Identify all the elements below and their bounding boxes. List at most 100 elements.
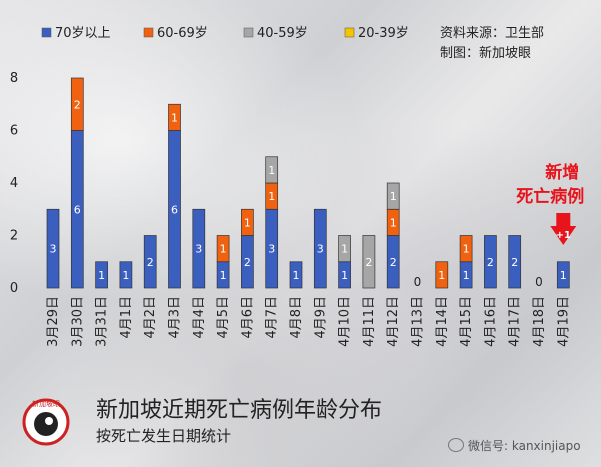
bar-segment (338, 235, 351, 263)
annotation-line1: 新增 (545, 162, 579, 183)
wechat-icon (448, 438, 464, 452)
x-tick-label: 4月2日 (143, 296, 158, 339)
legend-label: 60-69岁 (157, 26, 208, 41)
x-tick-label: 4月8日 (289, 296, 304, 339)
bar-value-label: 1 (268, 164, 275, 177)
bar-segment (313, 208, 327, 289)
bar-segment (95, 261, 108, 289)
x-tick-label: 4月16日 (483, 296, 498, 347)
bar-value-label: 1 (220, 243, 227, 256)
maker-note: 制图：新加坡眼 (440, 45, 531, 61)
bar-value-label: 2 (365, 256, 372, 269)
bar-value-label: 1 (560, 269, 567, 282)
bar-value-label: 2 (74, 98, 81, 111)
wechat-id: 微信号: kanxinjiapo (448, 437, 581, 454)
x-tick-label: 4月3日 (168, 296, 183, 339)
x-tick-label: 4月1日 (119, 296, 134, 339)
bar-value-label: 0 (414, 275, 422, 289)
x-tick-label: 4月5日 (216, 296, 231, 339)
bar-value-label: 1 (341, 269, 348, 282)
bar-value-label: 1 (341, 243, 348, 256)
legend-label: 20-39岁 (358, 26, 409, 41)
bar-value-label: 3 (50, 243, 57, 256)
annotation-line2: 死亡病例 (516, 186, 584, 207)
x-tick-label: 4月17日 (508, 296, 523, 347)
footer-subtitle: 按死亡发生日期统计 (96, 427, 232, 445)
bar-segment (459, 235, 473, 263)
legend-swatch (41, 27, 52, 38)
bar-value-label: 1 (220, 269, 227, 282)
y-tick-label: 6 (10, 124, 18, 139)
x-tick-label: 3月30日 (70, 296, 85, 347)
x-tick-label: 4月15日 (459, 296, 474, 347)
x-tick-label: 4月12日 (386, 296, 401, 347)
wechat-label: 微信号: kanxinjiapo (468, 439, 581, 453)
bar-segment (70, 77, 84, 131)
bar-segment (362, 235, 376, 289)
bar-segment (143, 235, 157, 289)
annotation-arrow-icon (550, 213, 577, 245)
legend-swatch (143, 27, 154, 38)
bar-segment (168, 103, 181, 131)
x-tick-label: 4月9日 (313, 296, 328, 339)
bar-segment (435, 261, 449, 289)
y-tick-label: 2 (10, 229, 18, 244)
bar-value-label: 3 (317, 243, 324, 256)
x-tick-label: 3月29日 (46, 296, 61, 347)
y-tick-label: 0 (10, 281, 18, 296)
bar-value-label: 0 (535, 275, 543, 289)
bar-value-label: 2 (511, 256, 518, 269)
bar-segment (386, 182, 400, 210)
legend-label: 40-59岁 (257, 26, 308, 41)
legend-swatch (243, 27, 254, 38)
bar-value-label: 2 (487, 256, 494, 269)
bar-value-label: 3 (268, 243, 275, 256)
logo-text: 新加坡眼 (32, 399, 60, 408)
bar-value-label: 2 (244, 256, 251, 269)
bar-value-label: 6 (74, 203, 81, 216)
bar-segment (265, 156, 279, 184)
bar-value-label: 6 (171, 203, 178, 216)
x-tick-label: 4月10日 (338, 296, 353, 347)
bar-segment (484, 235, 497, 289)
bar-value-label: 1 (293, 269, 300, 282)
bar-segment (508, 235, 522, 289)
bar-value-label: 1 (390, 216, 397, 229)
bar-value-label: 1 (98, 269, 105, 282)
footer-title: 新加坡近期死亡病例年龄分布 (96, 398, 383, 423)
y-tick-label: 8 (10, 71, 18, 86)
bar-value-label: 1 (438, 269, 445, 282)
bar-value-label: 1 (390, 190, 397, 203)
x-tick-label: 4月13日 (411, 296, 426, 347)
source-note: 资料来源：卫生部 (440, 26, 544, 41)
bar-segment (216, 235, 230, 263)
x-tick-label: 4月18日 (532, 296, 547, 347)
bar-value-label: 1 (268, 190, 275, 203)
bar-segment (289, 261, 303, 289)
x-tick-label: 3月31日 (95, 296, 110, 347)
x-tick-label: 4月11日 (362, 296, 377, 347)
bar-value-label: 1 (244, 216, 251, 229)
bar-segment (46, 208, 60, 289)
x-tick-label: 4月19日 (556, 296, 571, 347)
bar-segment (192, 208, 206, 289)
bar-segment (556, 261, 570, 289)
legend-label: 70岁以上 (55, 26, 111, 41)
bar-segment (119, 261, 133, 289)
bar-value-label: 1 (122, 269, 129, 282)
bar-value-label: 1 (463, 269, 470, 282)
bar-value-label: 2 (390, 256, 397, 269)
y-tick-label: 4 (10, 176, 18, 191)
legend-swatch (344, 27, 355, 38)
bar-value-label: 1 (171, 111, 178, 124)
annotation-badge: +1 (556, 230, 571, 241)
xinjiapoyan-logo: 新加坡眼 (20, 394, 72, 446)
x-tick-label: 4月6日 (240, 296, 255, 339)
x-tick-label: 4月14日 (435, 296, 450, 347)
bar-value-label: 3 (195, 243, 202, 256)
bar-value-label: 1 (463, 243, 470, 256)
bar-segment (241, 208, 254, 236)
bar-value-label: 2 (147, 256, 154, 269)
x-tick-label: 4月7日 (265, 296, 280, 339)
